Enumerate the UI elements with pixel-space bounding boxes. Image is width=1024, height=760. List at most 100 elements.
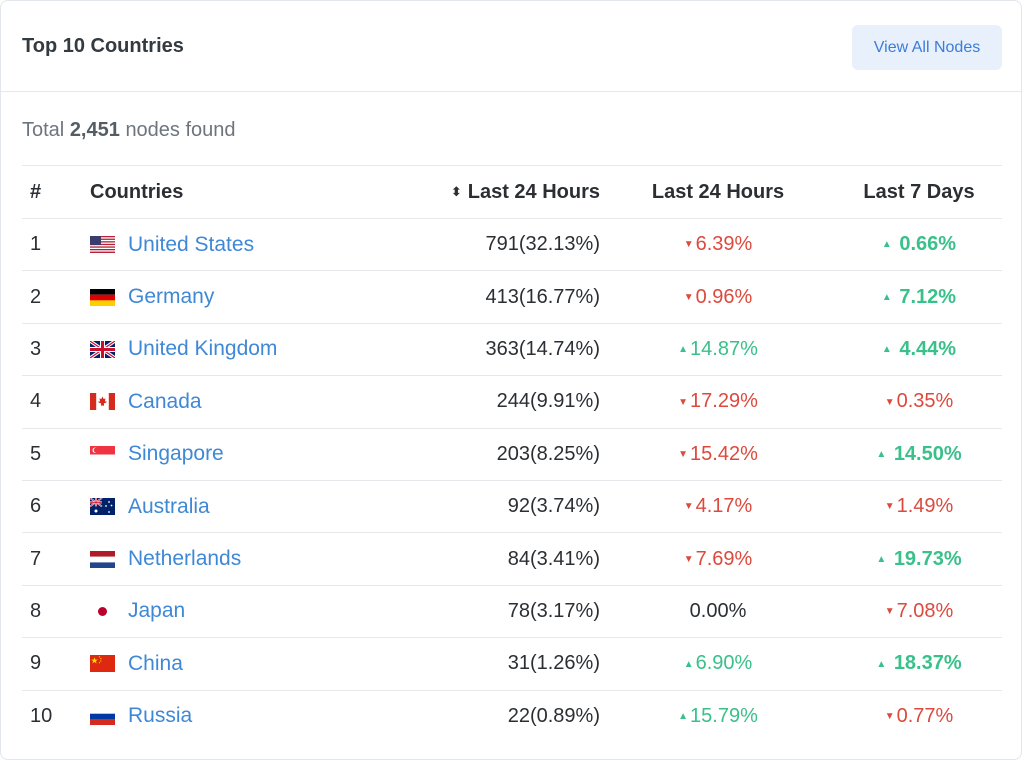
row-change-24h: ▲ 14.87% [600,323,836,375]
change-24h-value: 15.42% [690,442,758,465]
caret-down-icon: ▼ [884,501,895,513]
change-24h-value: 4.17% [695,495,753,518]
row-rank: 10 [30,704,53,727]
row-rank: 9 [30,652,42,675]
table-row: 10 Russia 22(0.89%) ▲ 15.79% ▼ 0.77% [22,690,1002,742]
change-7d-value: 7.08% [896,599,954,622]
row-rank: 7 [30,547,42,570]
change-7d-value: 18.37% [893,652,962,675]
row-rank: 3 [30,337,42,360]
row-rank: 5 [30,442,42,465]
caret-down-icon: ▼ [678,396,689,408]
change-7d-value: 19.73% [893,547,962,570]
header-change-24h: Last 24 Hours [651,180,785,203]
row-nodes: 203(8.25%) [496,442,600,465]
row-change-24h: ▲ 15.79% [600,690,836,742]
row-rank: 4 [30,390,42,413]
flag-ru-icon [90,707,115,725]
change-7d-value: 1.49% [896,495,954,518]
row-nodes: 22(0.89%) [507,704,600,727]
card-header: Top 10 Countries View All Nodes [1,1,1021,92]
flag-us-icon [90,236,115,254]
caret-down-icon: ▼ [884,396,895,408]
change-7d-value: 0.77% [896,704,954,727]
row-nodes: 78(3.17%) [507,599,600,622]
row-change-7d: ▲ 19.73% [836,533,1002,585]
table-header-row: # Countries ⬍ Last 24 Hours Last 24 Hours… [22,165,1002,219]
row-nodes: 791(32.13%) [485,233,600,256]
flag-sg-icon [90,445,115,463]
table-row: 6 Australia 92(3.74%) ▼ 4.17% ▼ 1.49% [22,480,1002,533]
row-change-24h: ▼ 4.17% [600,480,836,532]
row-nodes: 244(9.91%) [496,390,600,413]
sort-icon[interactable]: ⬍ [450,184,462,200]
row-change-7d: ▲ 18.37% [836,638,1002,690]
row-change-7d: ▲ 14.50% [836,428,1002,480]
caret-down-icon: ▼ [678,448,689,460]
total-summary: Total 2,451 nodes found [22,119,236,142]
change-7d-value: 4.44% [899,337,957,360]
country-link[interactable]: United Kingdom [128,337,278,361]
view-all-nodes-button[interactable]: View All Nodes [852,25,1002,70]
table-row: 1 United States 791(32.13%) ▼ 6.39% ▲ 0.66% [22,219,1002,271]
change-24h-value: 6.39% [695,233,753,256]
country-link[interactable]: Germany [128,285,215,309]
caret-up-icon: ▲ [678,344,689,356]
country-link[interactable]: Russia [128,704,193,728]
change-24h-value: 0.96% [695,285,753,308]
row-nodes: 84(3.41%) [507,547,600,570]
country-link[interactable]: United States [128,232,255,256]
caret-up-icon: ▲ [881,291,892,303]
country-link[interactable]: Australia [128,494,210,518]
caret-down-icon: ▼ [884,606,895,618]
header-countries: Countries [90,180,184,203]
countries-table: # Countries ⬍ Last 24 Hours Last 24 Hours… [22,165,1002,742]
table-row: 7 Netherlands 84(3.41%) ▼ 7.69% ▲ 19.73% [22,533,1002,586]
total-prefix: Total [22,119,65,141]
country-link[interactable]: Japan [128,599,186,623]
row-change-24h: ▼ 15.42% [600,428,836,480]
flag-jp-icon [90,602,115,620]
flag-gb-icon [90,340,115,358]
country-link[interactable]: Canada [128,389,202,413]
caret-up-icon: ▲ [881,239,892,251]
row-change-7d: ▼ 1.49% [836,480,1002,532]
header-sort-label: Last 24 Hours [467,180,600,203]
table-row: 5 Singapore 203(8.25%) ▼ 15.42% ▲ 14.50% [22,428,1002,481]
card-title: Top 10 Countries [22,35,184,57]
flag-au-icon [90,498,115,516]
country-link[interactable]: Netherlands [128,547,242,571]
caret-down-icon: ▼ [683,291,694,303]
header-change-7d: Last 7 Days [863,180,975,203]
total-suffix: nodes found [125,119,236,141]
table-row: 8 Japan 78(3.17%) 0.00% ▼ 7.08% [22,585,1002,638]
row-nodes: 92(3.74%) [507,495,600,518]
caret-down-icon: ▼ [884,711,895,723]
row-change-24h: ▼ 17.29% [600,376,836,428]
change-7d-value: 0.66% [899,233,957,256]
caret-up-icon: ▲ [881,344,892,356]
row-nodes: 363(14.74%) [485,337,600,360]
change-24h-value: 14.87% [690,337,758,360]
caret-down-icon: ▼ [683,239,694,251]
row-change-7d: ▲ 7.12% [836,271,1002,323]
row-change-24h: ▼ 6.39% [600,219,836,271]
change-24h-value: 6.90% [695,652,753,675]
total-count: 2,451 [69,119,120,141]
change-7d-value: 7.12% [899,285,957,308]
country-link[interactable]: Singapore [128,442,224,466]
country-link[interactable]: China [128,651,183,675]
table-row: 9 China 31(1.26%) ▲ 6.90% ▲ 18.37% [22,638,1002,691]
row-change-7d: ▲ 0.66% [836,219,1002,271]
row-change-7d: ▼ 7.08% [836,585,1002,637]
flag-cn-icon [90,655,115,673]
caret-up-icon: ▲ [876,658,887,670]
row-change-7d: ▼ 0.77% [836,690,1002,742]
change-24h-value: 0.00% [689,599,747,622]
change-24h-value: 17.29% [690,390,758,413]
row-rank: 1 [30,233,42,256]
header-sort-last-24-hours[interactable]: ⬍ Last 24 Hours [360,166,600,219]
row-change-24h: ▼ 0.96% [600,271,836,323]
row-rank: 2 [30,285,42,308]
change-7d-value: 14.50% [893,442,962,465]
